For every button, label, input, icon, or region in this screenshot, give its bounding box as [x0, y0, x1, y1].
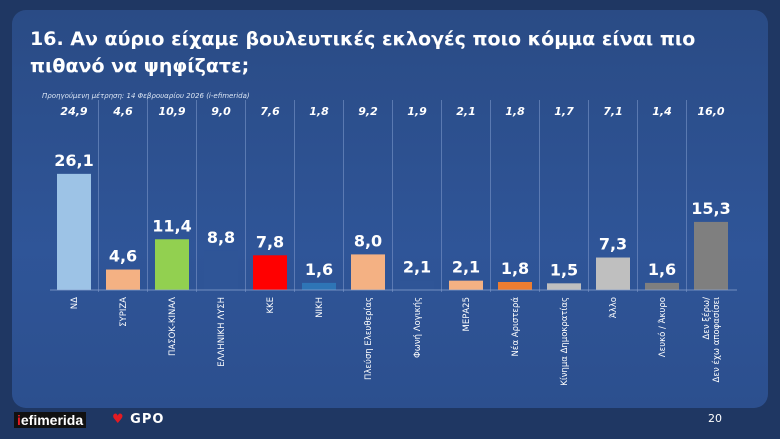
bar [155, 239, 189, 290]
bar [645, 282, 679, 290]
previous-value-label: 4,6 [112, 105, 133, 118]
category-label: Δεν έχω αποφασίσει [711, 297, 722, 383]
previous-value-label: 16,0 [697, 105, 724, 118]
page-number: 20 [708, 412, 722, 425]
gpo-logo: ♥ GPO [112, 412, 165, 427]
category-label: ΚΚΕ [266, 297, 276, 314]
category-label: ΝΙΚΗ [315, 297, 325, 318]
previous-value-label: 7,1 [603, 105, 623, 118]
previous-value-label: 10,9 [158, 105, 185, 118]
bar [204, 250, 238, 290]
previous-value-label: 24,9 [60, 105, 87, 118]
category-label: Νέα Αριστερά [510, 297, 521, 357]
previous-value-label: 9,0 [211, 105, 231, 118]
previous-value-label: 1,9 [407, 105, 427, 118]
bar [351, 254, 385, 290]
category-label: Πλεύση Ελευθερίας [363, 297, 374, 380]
data-label: 4,6 [109, 247, 137, 266]
previous-value-label: 1,4 [652, 105, 672, 118]
category-label: Δεν ξέρω/ [701, 297, 712, 340]
bar [694, 221, 728, 290]
chart-title: 16. Αν αύριο είχαμε βουλευτικές εκλογές … [30, 28, 696, 77]
previous-value-label: 1,8 [309, 105, 329, 118]
data-label: 15,3 [691, 199, 730, 218]
chart-panel [12, 10, 768, 408]
category-label: Φωνή Λογικής [413, 297, 423, 358]
data-label: 1,5 [550, 260, 578, 279]
previous-value-label: 7,6 [260, 105, 280, 118]
data-label: 11,4 [152, 216, 191, 235]
bar [57, 173, 91, 290]
data-label: 26,1 [54, 151, 93, 170]
data-label: 1,8 [501, 259, 529, 278]
bar [400, 280, 434, 290]
data-label: 8,0 [354, 231, 382, 250]
bar [596, 257, 630, 290]
previous-value-label: 1,8 [505, 105, 525, 118]
category-label: Κίνημα Δημοκρατίας [560, 297, 570, 386]
category-label: ΜΕΡΑ25 [462, 297, 472, 331]
category-label: ΕΛΛΗΝΙΚΗ ΛΥΣΗ [217, 297, 227, 367]
category-label: ΠΑΣΟΚ-ΚΙΝΑΛ [168, 297, 178, 356]
previous-value-label: 9,2 [358, 105, 378, 118]
previous-value-label: 1,7 [554, 105, 574, 118]
data-label: 8,8 [207, 228, 235, 247]
bar [253, 255, 287, 290]
data-label: 7,3 [599, 235, 627, 254]
bar [498, 281, 532, 290]
category-label: ΝΔ [70, 297, 80, 309]
bar [302, 282, 336, 290]
data-label: 7,8 [256, 232, 284, 251]
bar [449, 280, 483, 290]
bar [106, 269, 140, 290]
data-label: 1,6 [305, 260, 333, 279]
previous-value-label: 2,1 [456, 105, 476, 118]
data-label: 1,6 [648, 260, 676, 279]
previous-measurement-note: Προηγούμενη μέτρηση: 14 Φεβρουαρίου 2026… [42, 92, 250, 100]
category-label: ΣΥΡΙΖΑ [119, 297, 129, 327]
data-label: 2,1 [403, 258, 431, 277]
bar [547, 283, 581, 290]
data-label: 2,1 [452, 258, 480, 277]
iefimerida-logo: iefimerida [14, 412, 87, 428]
category-label: Άλλο [609, 297, 619, 318]
category-label: Λευκό / Άκυρο [657, 297, 668, 357]
